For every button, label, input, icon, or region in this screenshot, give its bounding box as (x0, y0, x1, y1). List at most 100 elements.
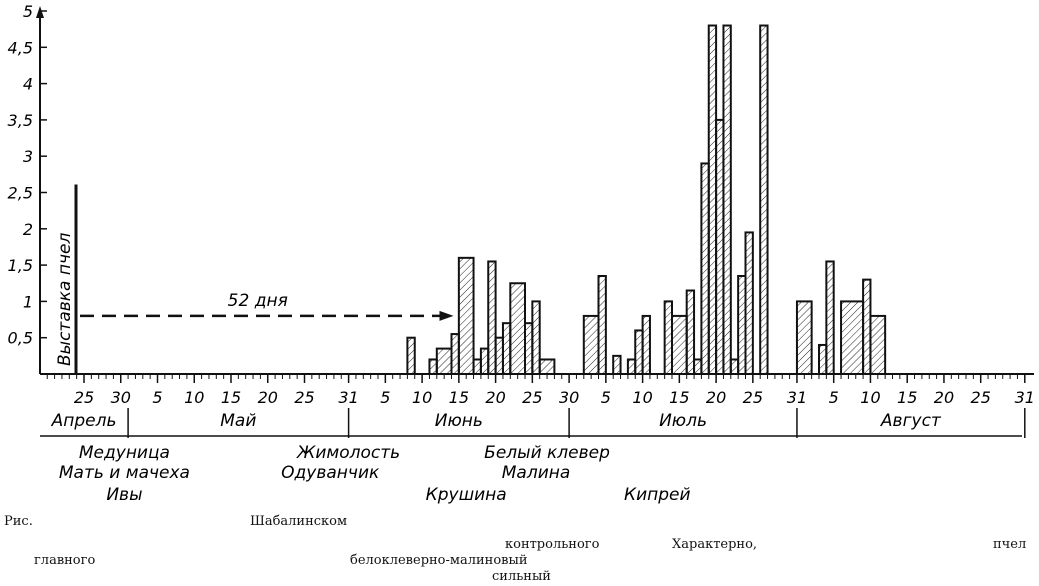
x-tick-label-19: 31 (787, 388, 807, 407)
caption-fragment-0: Рис. (4, 514, 33, 529)
months-group: Апрель Май Июнь Июль Август (51, 408, 1026, 438)
bar-31 (759, 24, 769, 376)
x-tick-label-17: 20 (706, 388, 726, 407)
month-label-0: Апрель (51, 411, 117, 431)
y-tick-label-3: 2 (23, 220, 33, 239)
plant-label-5: Крушина (426, 485, 507, 505)
bar-19 (641, 314, 651, 376)
bar-0 (406, 336, 416, 376)
caption-fragment-6: белоклеверно-малиновый (350, 553, 528, 568)
x-tick-label-0: 25 (74, 388, 94, 407)
plant-label-8: Кипрей (624, 485, 691, 505)
caption-fragment-2: контрольного (505, 537, 600, 552)
x-tick-label-1: 30 (111, 388, 131, 407)
x-tick-label-22: 15 (897, 388, 917, 407)
bar-6 (479, 347, 490, 375)
caption-fragment-4: пчел (993, 537, 1027, 552)
bar-18 (634, 329, 644, 376)
month-label-3: Июль (659, 411, 707, 431)
bar-23 (693, 358, 703, 376)
bar-10 (509, 282, 526, 375)
bar-33 (818, 343, 828, 375)
bar-30 (744, 231, 754, 375)
y-tick-label-0: 0,5 (8, 329, 33, 348)
y-tick-label-4: 2,5 (8, 184, 33, 203)
bar-4 (457, 256, 475, 375)
x-tick-label-9: 10 (412, 388, 432, 407)
plant-label-3: Жимолость (296, 443, 400, 463)
bar-9 (501, 322, 512, 375)
caption-fragment-7: сильный (492, 569, 551, 584)
bar-14 (582, 314, 600, 376)
x-tick-label-25: 31 (1015, 388, 1035, 407)
y-tick-label-2: 1,5 (8, 256, 33, 275)
x-tick-label-4: 15 (221, 388, 241, 407)
bar-35 (840, 300, 865, 375)
caption-fragment-3: Характерно, (672, 537, 758, 552)
plant-label-2: Ивы (106, 485, 142, 505)
x-tick-label-18: 25 (743, 388, 763, 407)
plant-label-7: Малина (502, 463, 571, 483)
bar-20 (663, 300, 674, 375)
bar-16 (612, 354, 622, 376)
bar-1 (428, 358, 438, 376)
bar-22 (685, 289, 696, 376)
bar-8 (494, 336, 504, 376)
bar-25 (707, 24, 718, 376)
ticks-group: 0,5 1 1,5 2 2,5 3 3,5 4 4,5 5 25 30 5 10 15 20 25 31 5 10 15… (8, 2, 1035, 407)
bar-24 (700, 162, 710, 375)
plant-label-6: Белый клевер (484, 443, 610, 463)
x-tick-label-6: 25 (294, 388, 314, 407)
bar-5 (472, 358, 482, 376)
bee-release-label: Выставка пчел (55, 233, 75, 366)
bar-17 (626, 358, 637, 376)
bar-2 (435, 347, 453, 375)
x-tick-label-11: 20 (485, 388, 505, 407)
bars-group (406, 24, 887, 376)
plant-label-0: Медуница (79, 443, 170, 463)
y-tick-label-5: 3 (23, 147, 33, 166)
interval-label: 52 дня (228, 291, 288, 311)
bar-3 (450, 333, 460, 376)
x-tick-label-20: 5 (829, 388, 839, 407)
bar-12 (531, 300, 541, 375)
y-tick-label-8: 4,5 (8, 38, 33, 57)
bar-27 (722, 24, 732, 376)
x-tick-label-23: 20 (934, 388, 954, 407)
x-tick-label-5: 20 (258, 388, 278, 407)
y-tick-label-1: 1 (23, 292, 33, 311)
x-tick-label-10: 15 (449, 388, 469, 407)
x-tick-label-14: 5 (601, 388, 611, 407)
bar-15 (597, 274, 607, 375)
y-axis-arrow (36, 6, 44, 18)
x-tick-label-16: 15 (669, 388, 689, 407)
bar-26 (715, 118, 725, 376)
month-label-1: Май (220, 411, 256, 431)
annotations-group: Выставка пчел 52 дня (55, 184, 454, 374)
caption-fragment-5: главного (34, 553, 96, 568)
y-tick-label-6: 3,5 (8, 111, 33, 130)
bar-7 (487, 260, 497, 375)
x-tick-label-21: 10 (860, 388, 880, 407)
bar-36 (862, 278, 872, 375)
y-tick-label-7: 4 (23, 75, 33, 94)
x-tick-label-8: 5 (380, 388, 390, 407)
x-tick-label-12: 25 (522, 388, 542, 407)
x-tick-label-15: 10 (632, 388, 652, 407)
month-label-2: Июнь (435, 411, 483, 431)
bar-13 (538, 358, 556, 376)
caption-fragment-1: Шабалинском (250, 514, 348, 529)
x-tick-label-7: 31 (338, 388, 358, 407)
month-label-4: Август (880, 411, 942, 431)
bar-28 (729, 358, 740, 376)
bar-32 (795, 300, 813, 375)
bar-37 (869, 314, 887, 376)
x-tick-label-24: 25 (971, 388, 991, 407)
plant-label-4: Одуванчик (281, 463, 380, 483)
bar-11 (524, 322, 534, 375)
x-tick-label-3: 10 (184, 388, 204, 407)
x-tick-label-13: 30 (559, 388, 579, 407)
bar-21 (671, 314, 688, 376)
